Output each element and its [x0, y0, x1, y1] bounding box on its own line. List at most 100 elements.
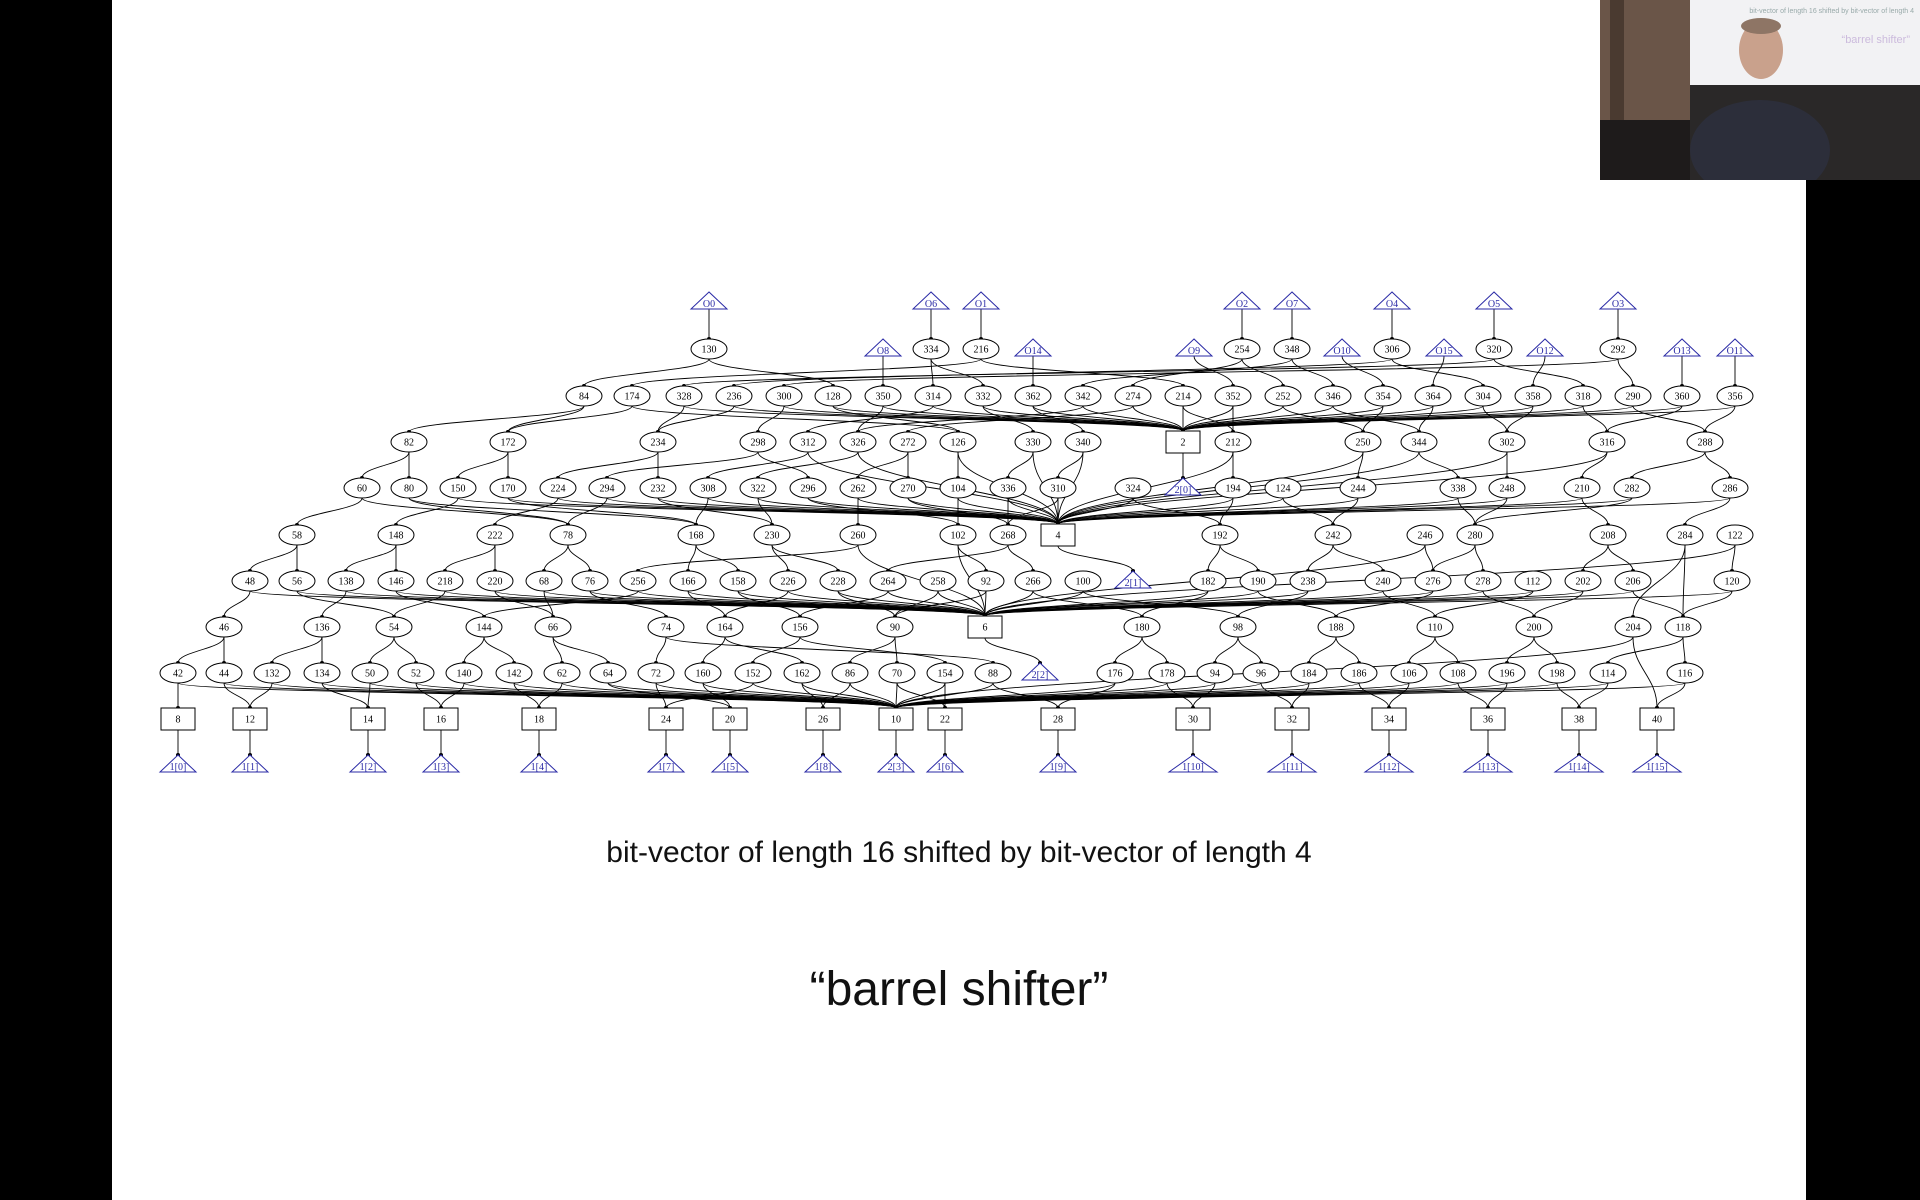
slide-title: “barrel shifter” — [809, 963, 1109, 1016]
node-54: 54 — [375, 616, 413, 638]
node-shape — [377, 570, 415, 592]
node-shape — [1114, 477, 1152, 499]
node-label: 2[2] — [1032, 670, 1049, 681]
node-286: 286 — [1711, 477, 1749, 499]
node-label: 134 — [315, 669, 330, 680]
node-310: 310 — [1039, 477, 1077, 499]
node-shape — [889, 431, 927, 453]
node-label: 162 — [795, 669, 810, 680]
edge-230-226 — [771, 544, 789, 572]
node-label: O7 — [1286, 299, 1298, 310]
edge-118-114 — [1607, 636, 1684, 664]
node-258: 258 — [919, 570, 957, 592]
node-label: 166 — [681, 577, 696, 588]
node-shape — [1175, 707, 1211, 731]
node-label: 1[6] — [937, 762, 954, 773]
node-332: 332 — [964, 385, 1002, 407]
node-1-7: 1[7] — [646, 754, 686, 773]
node-238: 238 — [1289, 570, 1327, 592]
node-104: 104 — [939, 477, 977, 499]
node-o7: O7 — [1272, 291, 1312, 310]
node-label: 164 — [718, 623, 733, 634]
node-308: 308 — [689, 477, 727, 499]
node-o6: O6 — [911, 291, 951, 310]
node-label: 38 — [1574, 715, 1584, 726]
node-344: 344 — [1400, 431, 1438, 453]
edge-170-168 — [507, 497, 697, 526]
edge-92-6 — [984, 590, 987, 617]
node-o4: O4 — [1372, 291, 1412, 310]
node-shape — [1406, 524, 1444, 546]
node-label: 184 — [1302, 669, 1317, 680]
edge-152-10 — [752, 682, 897, 709]
node-shape — [878, 707, 914, 731]
edge-4-2-1 — [1057, 545, 1134, 572]
node-shape — [739, 431, 777, 453]
node-shape — [783, 662, 821, 684]
node-label: 188 — [1329, 623, 1344, 634]
node-184: 184 — [1290, 662, 1328, 684]
node-shape — [927, 707, 963, 731]
node-shape — [803, 754, 843, 773]
node-shape — [1123, 616, 1161, 638]
node-o11: O11 — [1715, 338, 1755, 357]
edge-60-58 — [296, 497, 363, 526]
edge-196-36 — [1487, 682, 1508, 709]
node-label: 148 — [389, 531, 404, 542]
node-shape — [1148, 662, 1186, 684]
node-label: 146 — [389, 577, 404, 588]
node-50: 50 — [351, 662, 389, 684]
node-170: 170 — [489, 477, 527, 499]
node-132: 132 — [253, 662, 291, 684]
edge-228-6 — [837, 590, 986, 617]
node-shape — [1598, 291, 1638, 310]
edge-304-302 — [1482, 405, 1508, 433]
edge-290-288 — [1632, 405, 1706, 433]
node-shape — [1222, 291, 1262, 310]
edge-92-90 — [894, 590, 987, 618]
node-320: 320 — [1475, 338, 1513, 360]
node-label: 340 — [1076, 438, 1091, 449]
node-label: 178 — [1160, 669, 1175, 680]
node-shape — [1464, 570, 1502, 592]
node-48: 48 — [231, 570, 269, 592]
node-shape — [439, 477, 477, 499]
node-106: 106 — [1390, 662, 1428, 684]
node-label: 208 — [1601, 531, 1616, 542]
edge-48-6 — [249, 590, 986, 617]
edge-98-94 — [1214, 636, 1239, 664]
edge-292-290 — [1617, 358, 1634, 387]
edge-72-10 — [655, 682, 897, 709]
node-266: 266 — [1014, 570, 1052, 592]
node-220: 220 — [476, 570, 514, 592]
node-350: 350 — [864, 385, 902, 407]
node-1-0: 1[0] — [158, 754, 198, 773]
node-160: 160 — [684, 662, 722, 684]
node-280: 280 — [1456, 524, 1494, 546]
edge-208-206 — [1607, 544, 1634, 572]
node-shape — [710, 754, 750, 773]
node-150: 150 — [439, 477, 477, 499]
node-80: 80 — [390, 477, 428, 499]
node-1-14: 1[14] — [1553, 754, 1605, 773]
node-label: 176 — [1108, 669, 1123, 680]
edge-120-118 — [1682, 590, 1733, 618]
edge-162-10 — [801, 682, 897, 709]
node-label: 298 — [751, 438, 766, 449]
node-shape — [684, 662, 722, 684]
node-shape — [1662, 338, 1702, 357]
node-16: 16 — [423, 707, 459, 731]
node-label: 118 — [1676, 623, 1691, 634]
node-188: 188 — [1317, 616, 1355, 638]
node-204: 204 — [1614, 616, 1652, 638]
node-shape — [869, 570, 907, 592]
node-label: 338 — [1451, 484, 1466, 495]
node-label: 256 — [631, 577, 646, 588]
webcam-slide-title: “barrel shifter” — [1841, 34, 1910, 46]
edge-328-234 — [657, 405, 685, 433]
edge-250-4 — [1057, 451, 1364, 525]
node-shape — [1400, 431, 1438, 453]
node-shape — [1344, 431, 1382, 453]
edge-264-156 — [799, 590, 889, 618]
node-shape — [1666, 524, 1704, 546]
